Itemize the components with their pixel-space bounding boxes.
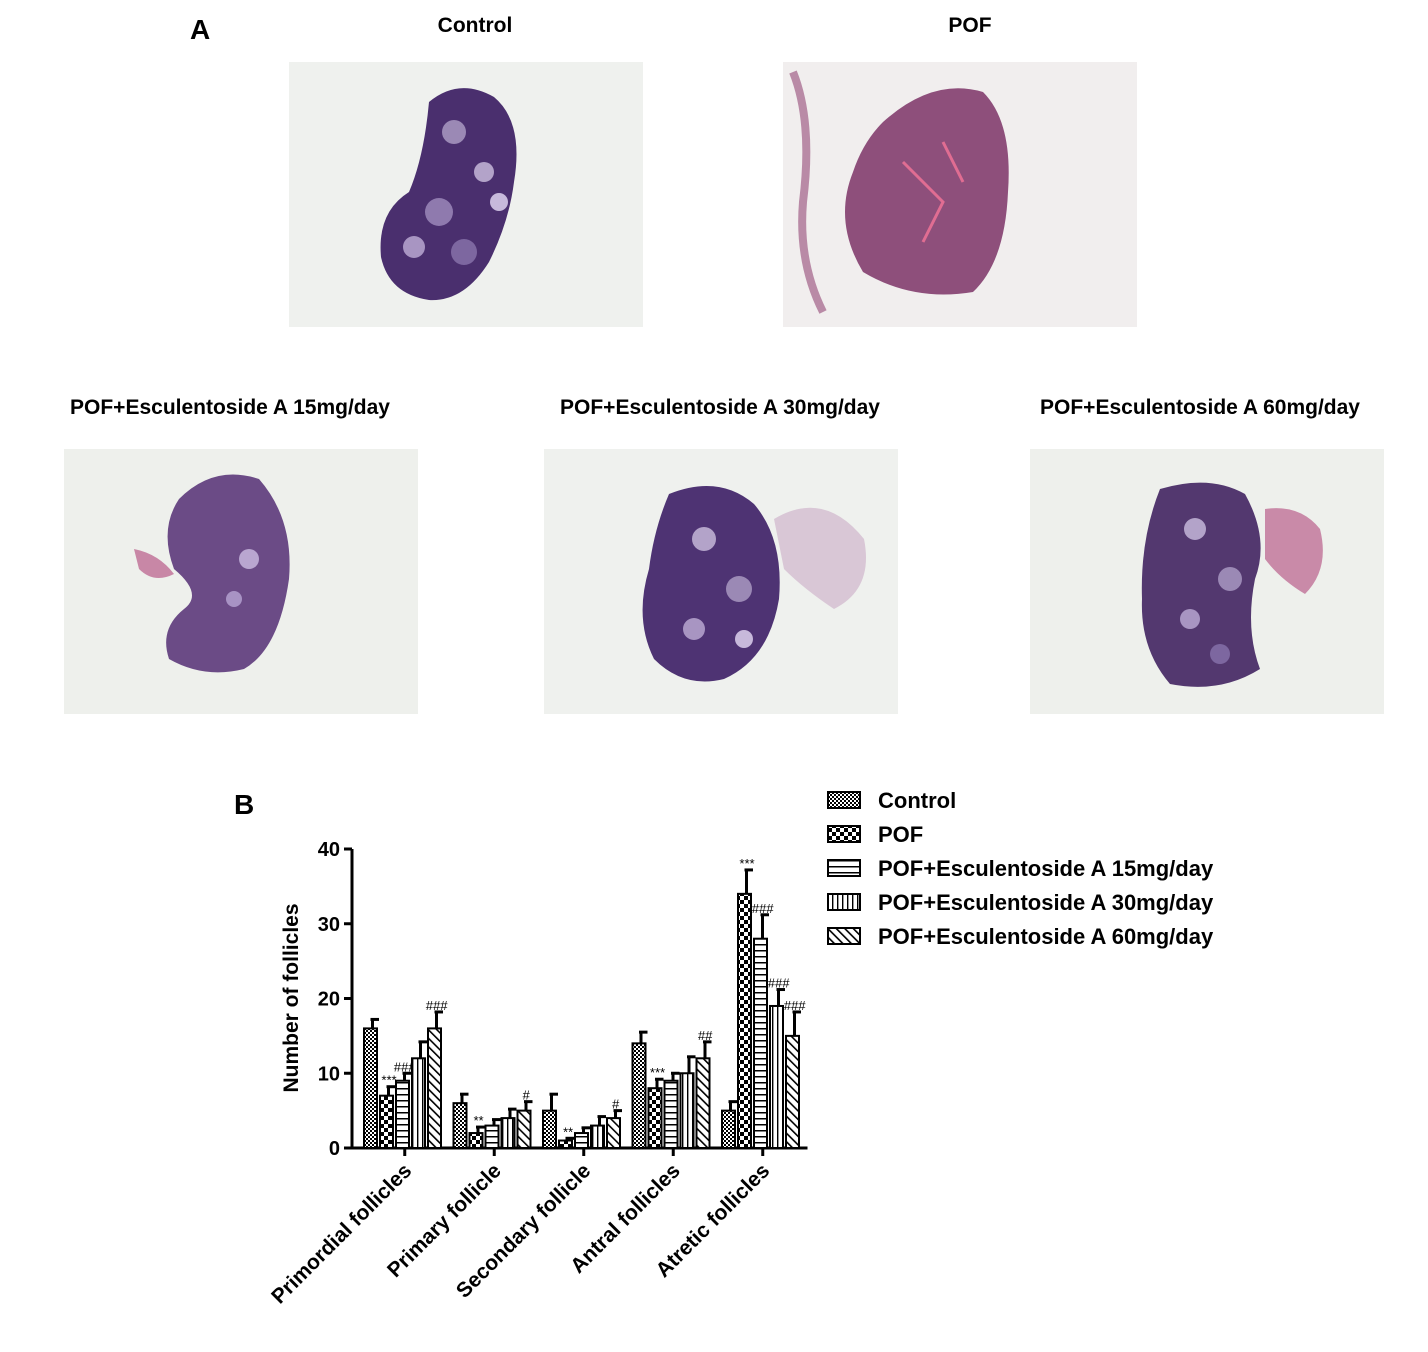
significance-label: **	[562, 1124, 573, 1139]
legend-label: POF+Esculentoside A 15mg/day	[878, 856, 1214, 881]
legend-swatch	[827, 859, 861, 877]
bar	[753, 937, 768, 1150]
significance-label: ##	[698, 1028, 713, 1043]
bar	[721, 1109, 736, 1149]
significance-label: ***	[649, 1065, 665, 1080]
legend-label: Control	[878, 788, 956, 813]
panel-b-label: B	[234, 789, 255, 820]
bar	[785, 1034, 800, 1149]
bar	[411, 1057, 426, 1150]
bar	[558, 1139, 573, 1150]
micrograph-30mg	[544, 449, 898, 714]
bar	[379, 1094, 394, 1150]
micrograph-pof	[783, 62, 1137, 327]
y-tick-label: 0	[329, 1138, 340, 1160]
significance-label: #	[522, 1088, 530, 1103]
image-title-15mg: POF+Esculentoside A 15mg/day	[70, 396, 390, 419]
legend-label: POF+Esculentoside A 30mg/day	[878, 890, 1214, 915]
significance-label: ###	[784, 998, 806, 1013]
legend-swatch	[827, 927, 861, 945]
legend-swatch	[827, 825, 861, 843]
bar	[631, 1042, 647, 1149]
significance-label: **	[473, 1113, 484, 1128]
legend-swatch	[827, 893, 861, 911]
bar	[663, 1079, 679, 1149]
y-axis-title: Number of follicles	[280, 903, 303, 1092]
significance-label: ###	[426, 998, 448, 1013]
bar	[363, 1027, 378, 1150]
significance-label: ###	[752, 901, 774, 916]
micrograph-15mg	[64, 449, 418, 714]
x-tick-label: Primordial follicles	[267, 1159, 416, 1308]
significance-label: ###	[768, 976, 790, 991]
image-title-control: Control	[437, 14, 513, 37]
bar	[484, 1124, 500, 1149]
image-title-30mg: POF+Esculentoside A 30mg/day	[560, 396, 880, 419]
bar	[452, 1102, 468, 1150]
bar	[695, 1057, 711, 1150]
bar	[468, 1132, 484, 1150]
significance-label: ***	[739, 856, 755, 871]
significance-label: ***	[381, 1073, 397, 1088]
legend-swatch	[827, 791, 861, 809]
image-title-60mg: POF+Esculentoside A 60mg/day	[1040, 396, 1360, 419]
bar	[679, 1072, 695, 1149]
bar	[769, 1004, 784, 1149]
y-tick-label: 20	[318, 989, 340, 1011]
bar	[606, 1117, 621, 1149]
significance-label: #	[612, 1097, 620, 1112]
bar	[395, 1079, 410, 1149]
y-tick-label: 30	[318, 914, 340, 936]
bar	[500, 1117, 516, 1149]
bar	[427, 1027, 442, 1150]
bar	[542, 1109, 557, 1149]
micrograph-60mg	[1030, 449, 1384, 714]
image-title-pof: POF	[948, 14, 992, 37]
bar	[737, 892, 752, 1149]
legend-label: POF+Esculentoside A 60mg/day	[878, 924, 1214, 949]
micrograph-control	[289, 62, 643, 327]
y-tick-label: 40	[318, 839, 340, 861]
legend-label: POF	[878, 822, 923, 847]
y-tick-label: 10	[318, 1063, 340, 1085]
panel-a-label: A	[190, 14, 211, 45]
significance-label: ###	[394, 1059, 416, 1074]
bar	[516, 1109, 532, 1149]
bar	[590, 1124, 605, 1149]
bar	[647, 1087, 663, 1149]
bar	[574, 1132, 589, 1150]
